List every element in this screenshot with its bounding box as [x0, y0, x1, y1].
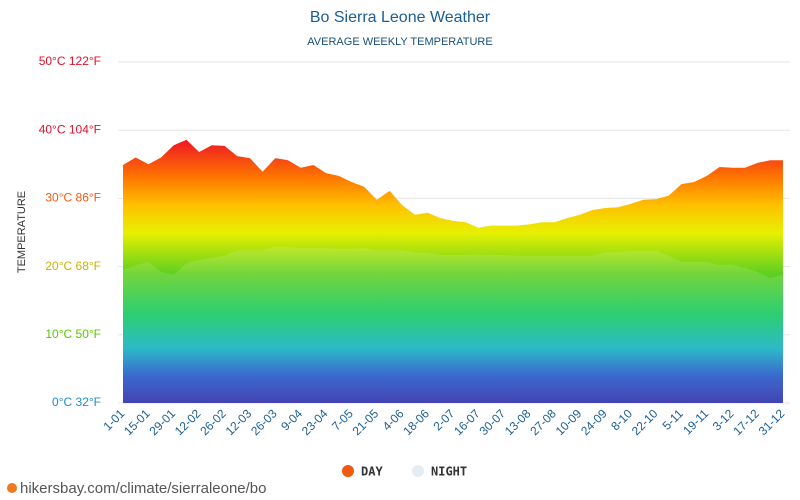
y-tick-label: 40°C 104°F [39, 122, 101, 136]
chart-title: Bo Sierra Leone Weather [310, 9, 491, 26]
source-icon [7, 483, 17, 493]
x-tick-label: 10-09 [553, 406, 585, 438]
x-tick-label: 18-06 [400, 406, 432, 438]
night-area [123, 246, 783, 403]
y-axis-label: TEMPERATURE [16, 191, 28, 273]
x-tick-label: 13-08 [502, 406, 534, 438]
x-tick-label: 23-04 [299, 406, 331, 438]
x-tick-label: 21-05 [350, 406, 382, 438]
x-tick-label: 17-12 [730, 406, 762, 438]
x-tick-label: 30-07 [477, 406, 509, 438]
x-tick-label: 22-10 [629, 406, 661, 438]
x-tick-label: 31-12 [756, 406, 788, 438]
y-tick-label: 20°C 68°F [45, 259, 101, 273]
x-tick-label: 16-07 [451, 406, 483, 438]
x-tick-label: 29-01 [147, 406, 179, 438]
x-tick-label: 15-01 [121, 406, 153, 438]
x-tick-label: 26-02 [197, 406, 229, 438]
legend-label: NIGHT [431, 465, 467, 479]
y-tick-label: 30°C 86°F [45, 191, 101, 205]
x-tick-label: 27-08 [527, 406, 559, 438]
x-tick-label: 19-11 [680, 406, 711, 437]
legend-swatch [342, 465, 354, 477]
chart-subtitle: AVERAGE WEEKLY TEMPERATURE [307, 36, 492, 48]
y-tick-label: 10°C 50°F [45, 327, 101, 341]
x-tick-label: 12-02 [172, 406, 204, 438]
x-tick-label: 26-03 [248, 406, 280, 438]
x-tick-label: 24-09 [578, 406, 610, 438]
legend-label: DAY [361, 465, 383, 479]
source: hikersbay.com/climate/sierraleone/bo [20, 480, 267, 497]
x-tick-label: 12-03 [223, 406, 255, 438]
legend-swatch [412, 465, 424, 477]
night-overlay [123, 246, 783, 403]
y-tick-label: 0°C 32°F [52, 395, 101, 409]
y-tick-label: 50°C 122°F [39, 54, 101, 68]
